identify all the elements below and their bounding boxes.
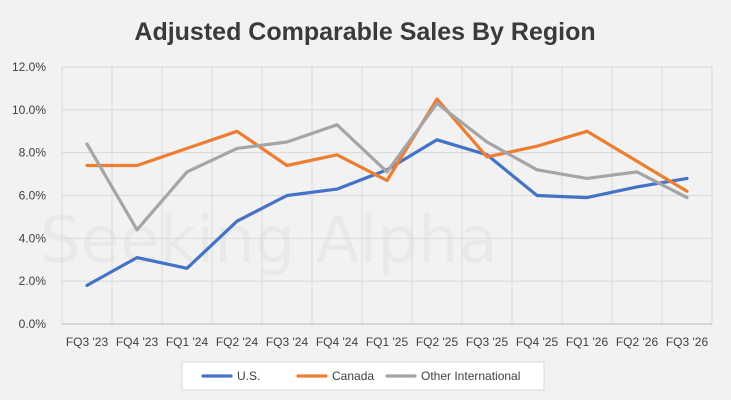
series-line-other-international [85,101,689,232]
x-tick-label: FQ3 '25 [466,335,509,349]
x-tick-label: FQ1 '24 [166,335,209,349]
y-tick-label: 6.0% [19,189,47,203]
y-tick-label: 4.0% [19,231,47,245]
y-tick-label: 2.0% [19,274,47,288]
x-tick-label: FQ3 '23 [66,335,109,349]
x-tick-label: FQ1 '26 [566,335,609,349]
x-tick-label: FQ4 '23 [116,335,159,349]
x-tick-label: FQ2 '24 [216,335,259,349]
y-tick-label: 0.0% [19,317,47,331]
x-tick-label: FQ1 '25 [366,335,409,349]
x-tick-label: FQ2 '26 [616,335,659,349]
x-axis: FQ3 '23 FQ4 '23 FQ1 '24 FQ2 '24 FQ3 '24 FQ4 '… [62,323,712,349]
gridlines [61,66,713,325]
x-tick-label: FQ2 '25 [416,335,459,349]
series-line-canada [85,97,689,193]
x-tick-label: FQ4 '24 [316,335,359,349]
chart-title: Adjusted Comparable Sales By Region [134,18,595,46]
legend-label: Canada [332,369,374,383]
legend-label: U.S. [237,369,260,383]
y-tick-label: 12.0% [12,60,46,74]
legend-label: Other International [421,369,520,383]
x-tick-label: FQ3 '26 [666,335,709,349]
x-tick-label: FQ4 '25 [516,335,559,349]
legend: U.S. Canada Other International [181,361,545,391]
y-tick-label: 8.0% [19,146,47,160]
watermark: Seeking Alpha [40,204,498,278]
x-tick-label: FQ3 '24 [266,335,309,349]
y-axis: 0.0% 2.0% 4.0% 6.0% 8.0% 10.0% 12.0% [12,60,46,331]
series-lines [85,97,689,287]
y-tick-label: 10.0% [12,103,46,117]
legend-box [181,361,545,391]
